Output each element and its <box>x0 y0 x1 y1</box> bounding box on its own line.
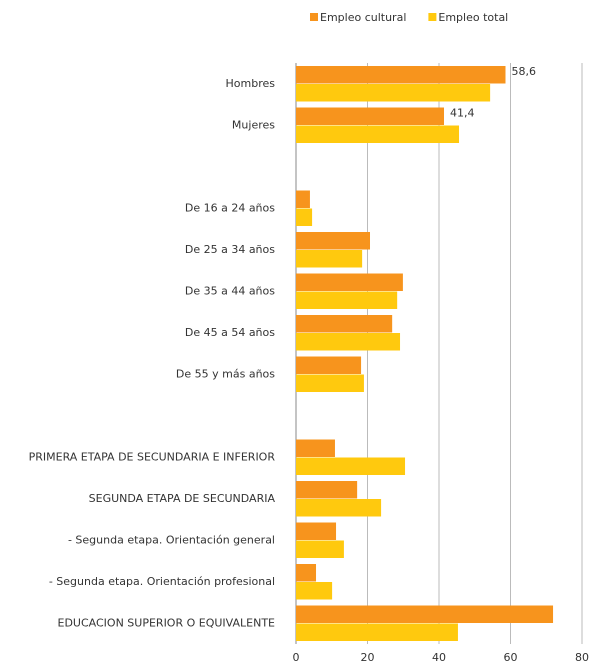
bar <box>296 499 382 517</box>
bar <box>296 125 460 143</box>
bar <box>296 605 554 623</box>
bar <box>296 250 363 268</box>
legend-swatch <box>310 13 318 21</box>
y-tick-label: De 35 a 44 años <box>185 284 275 297</box>
legend-label: Empleo cultural <box>320 11 406 24</box>
y-tick-label: - Segunda etapa. Orientación profesional <box>49 575 275 588</box>
x-tick-label: 80 <box>575 651 589 664</box>
bar <box>296 540 344 558</box>
x-tick-label: 60 <box>504 651 518 664</box>
y-tick-label: Hombres <box>226 77 276 90</box>
bar <box>296 564 317 582</box>
bar <box>296 356 362 374</box>
x-tick-label: 20 <box>361 651 375 664</box>
y-tick-label: De 55 y más años <box>176 367 275 380</box>
bar <box>296 190 310 208</box>
value-label: 41,4 <box>450 107 475 120</box>
bar <box>296 291 398 309</box>
value-label: 58,6 <box>511 65 536 78</box>
bar <box>296 273 403 291</box>
y-tick-label: De 25 a 34 años <box>185 243 275 256</box>
bar <box>296 439 335 457</box>
x-tick-label: 40 <box>432 651 446 664</box>
y-tick-label: PRIMERA ETAPA DE SECUNDARIA E INFERIOR <box>29 450 276 463</box>
bar <box>296 66 506 84</box>
bar <box>296 582 333 600</box>
bar <box>296 208 313 226</box>
legend-swatch <box>428 13 437 21</box>
bar <box>296 481 358 499</box>
y-tick-label: - Segunda etapa. Orientación general <box>68 533 275 546</box>
bar <box>296 623 458 641</box>
y-tick-label: SEGUNDA ETAPA DE SECUNDARIA <box>89 492 276 505</box>
bar <box>296 522 337 540</box>
bar <box>296 232 371 250</box>
bar <box>296 107 445 125</box>
bar <box>296 84 491 102</box>
bar <box>296 333 401 351</box>
bar <box>296 374 364 392</box>
y-tick-label: Mujeres <box>232 118 275 131</box>
y-tick-label: De 45 a 54 años <box>185 326 275 339</box>
x-tick-label: 0 <box>293 651 300 664</box>
bar <box>296 315 393 333</box>
y-tick-label: De 16 a 24 años <box>185 201 275 214</box>
bar <box>296 457 406 475</box>
y-tick-label: EDUCACION SUPERIOR O EQUIVALENTE <box>58 616 276 629</box>
legend-label: Empleo total <box>438 11 508 24</box>
